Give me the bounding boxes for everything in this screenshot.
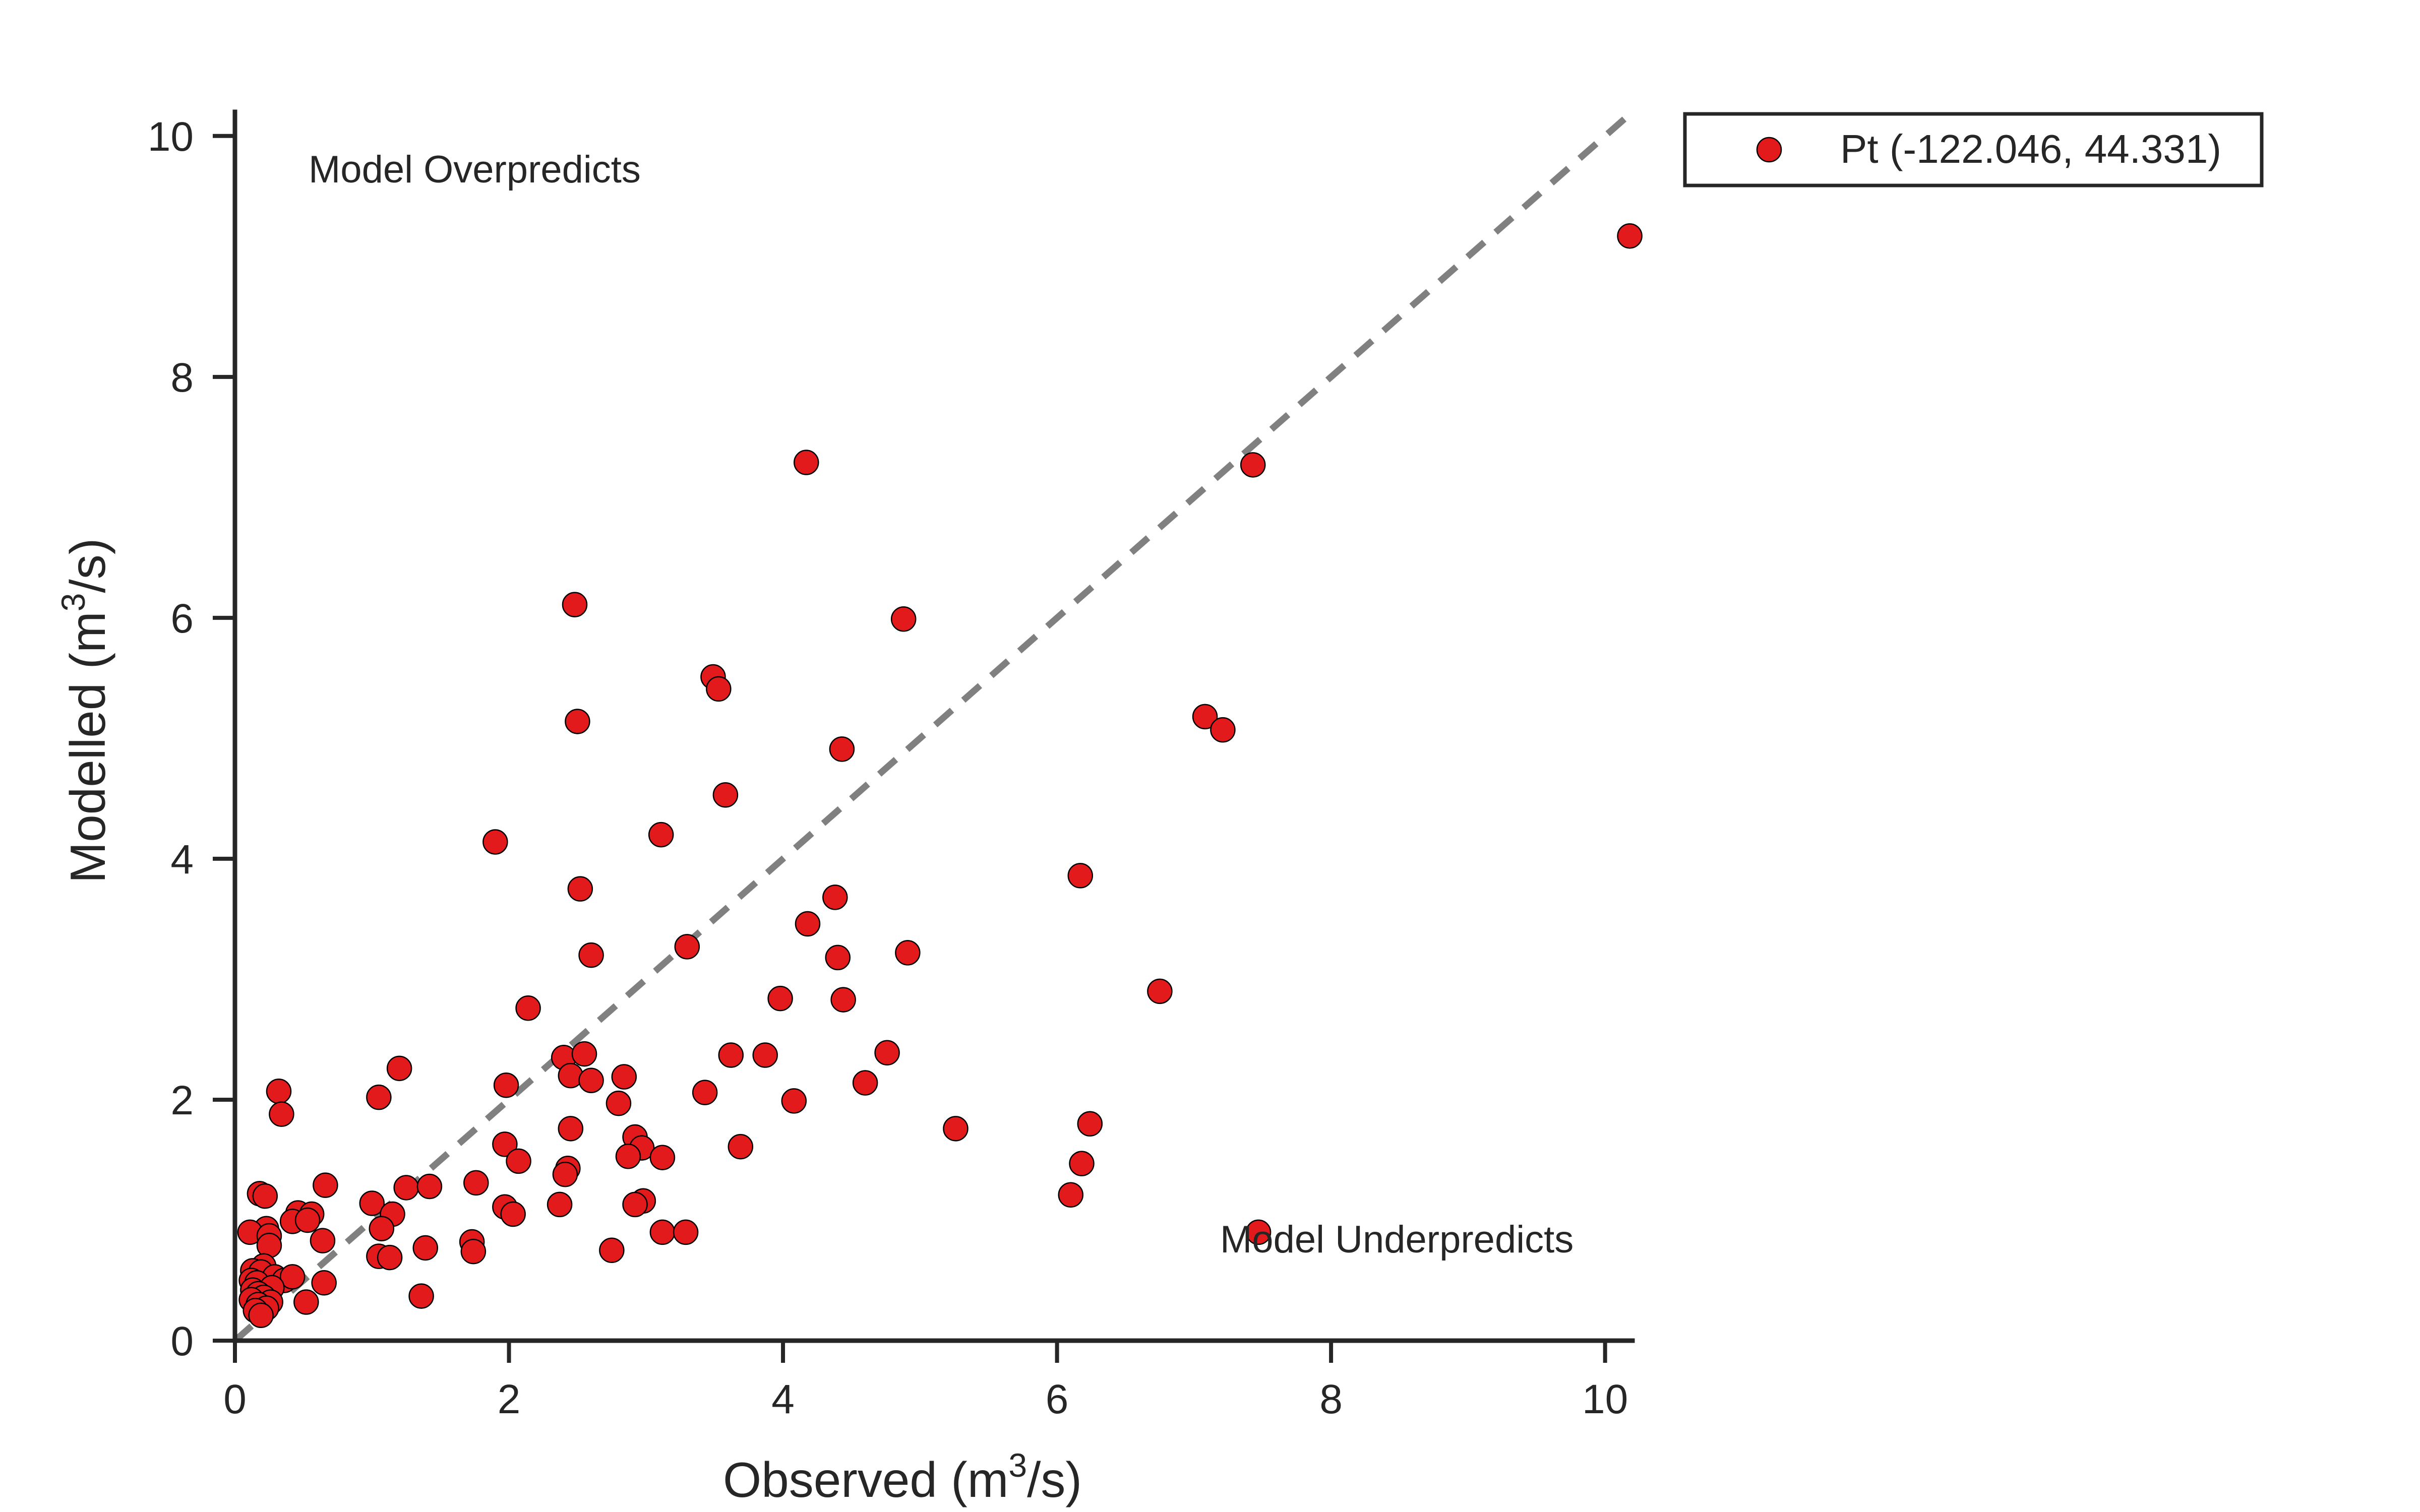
data-point [1210, 717, 1236, 743]
y-tick-label: 0 [170, 1318, 194, 1364]
data-point [252, 1183, 278, 1209]
data-point [852, 1070, 878, 1096]
data-point [1617, 223, 1643, 249]
data-point [622, 1191, 648, 1218]
y-tick-label: 10 [148, 114, 194, 160]
annotation-underpredicts: Model Underpredicts [1220, 1218, 1574, 1261]
data-point [359, 1190, 385, 1216]
data-point [1069, 1151, 1095, 1176]
data-point [718, 1042, 744, 1068]
x-tick-label: 4 [771, 1376, 795, 1422]
legend-marker [1756, 137, 1782, 163]
data-point [615, 1144, 641, 1169]
data-point [412, 1235, 439, 1261]
data-point [310, 1228, 336, 1253]
data-point [506, 1148, 531, 1174]
data-point [492, 1131, 518, 1157]
data-point [294, 1207, 321, 1233]
data-point [1147, 978, 1173, 1004]
y-tick-label: 2 [170, 1078, 194, 1123]
data-point [571, 1041, 597, 1067]
x-tick-label: 0 [223, 1376, 247, 1422]
data-point [578, 942, 604, 968]
data-point [565, 709, 590, 734]
data-point [500, 1201, 526, 1227]
data-point [728, 1133, 754, 1160]
data-point [1240, 452, 1266, 478]
data-point [408, 1283, 434, 1309]
data-point [649, 1219, 676, 1245]
data-point [460, 1238, 487, 1265]
x-tick-label: 8 [1319, 1376, 1343, 1422]
data-point [547, 1191, 573, 1218]
data-point [752, 1042, 778, 1068]
data-point [674, 934, 700, 960]
data-point [712, 782, 739, 808]
y-tick-label: 4 [170, 837, 194, 883]
data-point [562, 592, 588, 617]
data-point [1245, 1219, 1272, 1245]
data-point [269, 1101, 294, 1127]
data-point [890, 606, 917, 632]
data-point [386, 1055, 412, 1082]
data-point [515, 995, 541, 1021]
data-point [248, 1302, 274, 1329]
legend: Pt (-122.046, 44.331) [1683, 112, 2264, 187]
data-point [552, 1161, 578, 1187]
y-tick-label: 8 [170, 355, 194, 401]
x-tick-label: 6 [1046, 1376, 1069, 1422]
data-point [366, 1084, 392, 1110]
x-tick-label: 2 [498, 1376, 521, 1422]
data-point [311, 1270, 337, 1296]
data-point [822, 885, 848, 910]
data-point [767, 985, 793, 1012]
y-tick-label: 6 [170, 596, 194, 642]
data-point [706, 676, 732, 702]
data-point [493, 1073, 519, 1098]
x-tick-label: 10 [1582, 1376, 1628, 1422]
data-point [825, 944, 851, 971]
data-point [1192, 704, 1218, 730]
data-point [895, 940, 921, 966]
data-point [599, 1237, 625, 1263]
data-point [416, 1173, 443, 1200]
data-point [393, 1175, 419, 1201]
data-point [606, 1090, 632, 1116]
y-axis-title: Modelled (m3/s) [54, 538, 115, 884]
data-point [611, 1064, 637, 1090]
data-point [830, 987, 856, 1013]
x-axis-title: Observed (m3/s) [723, 1446, 1082, 1507]
data-point [567, 876, 593, 902]
data-point [829, 736, 855, 762]
one-to-one-line [232, 109, 1635, 1343]
annotation-overpredicts: Model Overpredicts [309, 148, 641, 191]
data-point [692, 1080, 718, 1105]
data-point [649, 1145, 676, 1170]
data-point [279, 1264, 306, 1290]
data-point [558, 1116, 584, 1142]
data-point [795, 911, 821, 937]
data-point [293, 1289, 319, 1315]
data-point [781, 1088, 807, 1114]
data-point [1077, 1111, 1103, 1137]
data-point [369, 1216, 395, 1241]
data-point [313, 1172, 338, 1198]
data-point [463, 1170, 489, 1196]
data-point [943, 1116, 969, 1142]
data-point [1067, 863, 1094, 889]
data-point [673, 1219, 699, 1245]
data-point [874, 1040, 900, 1065]
plot-area: 0 2 4 6 8 10 0 2 4 6 8 10 [148, 109, 1643, 1422]
legend-label: Pt (-122.046, 44.331) [1840, 127, 2221, 171]
data-point [578, 1067, 604, 1093]
data-point [794, 450, 819, 475]
data-point [266, 1078, 292, 1104]
data-point [482, 829, 508, 855]
data-point [648, 822, 674, 848]
data-point [1058, 1182, 1084, 1208]
data-point [377, 1244, 403, 1271]
